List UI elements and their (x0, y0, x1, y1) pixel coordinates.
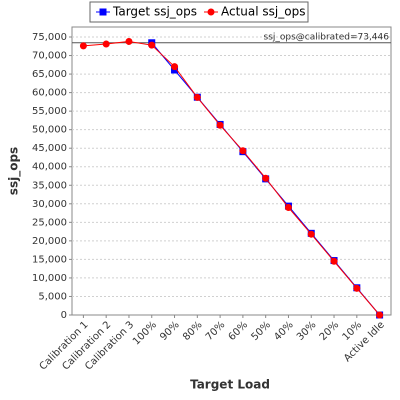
y-tick-label: 25,000 (32, 217, 67, 228)
x-tick-label: 50% (249, 319, 273, 343)
x-tick-label: 80% (181, 319, 205, 343)
x-tick-label: 90% (158, 319, 182, 343)
y-tick-label: 30,000 (32, 199, 67, 210)
y-tick-label: 55,000 (32, 106, 67, 117)
marker (102, 40, 110, 48)
y-tick-label: 10,000 (32, 273, 67, 284)
y-tick-label: 35,000 (32, 180, 67, 191)
x-tick-label: 100% (131, 319, 159, 347)
marker (262, 174, 270, 182)
marker (284, 204, 292, 212)
legend-marker (207, 8, 215, 16)
y-tick-label: 0 (61, 310, 67, 321)
y-tick-label: 75,000 (32, 32, 67, 43)
marker (216, 121, 224, 129)
marker (239, 147, 247, 155)
marker (330, 257, 338, 265)
marker (353, 284, 361, 292)
y-tick-label: 50,000 (32, 125, 67, 136)
y-tick-label: 45,000 (32, 143, 67, 154)
x-axis-title: Target Load (190, 378, 270, 392)
y-tick-label: 65,000 (32, 69, 67, 80)
y-tick-label: 60,000 (32, 88, 67, 99)
marker (193, 93, 201, 101)
legend-label: Target ssj_ops (112, 5, 197, 19)
x-tick-label: 20% (318, 319, 342, 343)
y-axis-title: ssj_ops (7, 147, 22, 195)
y-tick-label: 40,000 (32, 162, 67, 173)
y-tick-label: 5,000 (38, 291, 67, 302)
y-tick-label: 15,000 (32, 254, 67, 265)
marker (307, 230, 315, 238)
marker (376, 311, 384, 319)
legend (89, 1, 309, 23)
legend-label: Actual ssj_ops (221, 5, 305, 19)
series-line (83, 40, 380, 316)
plot-area (71, 26, 392, 316)
y-tick-label: 70,000 (32, 51, 67, 62)
y-tick-label: 20,000 (32, 236, 67, 247)
marker (171, 63, 179, 71)
legend-marker (99, 8, 107, 16)
marker (79, 42, 87, 50)
reference-label: ssj_ops@calibrated=73,446 (264, 32, 390, 42)
x-tick-label: 60% (227, 319, 251, 343)
x-tick-label: 40% (272, 319, 296, 343)
marker (148, 41, 156, 49)
marker (125, 37, 133, 45)
x-tick-label: 70% (204, 319, 228, 343)
x-tick-label: 30% (295, 319, 319, 343)
